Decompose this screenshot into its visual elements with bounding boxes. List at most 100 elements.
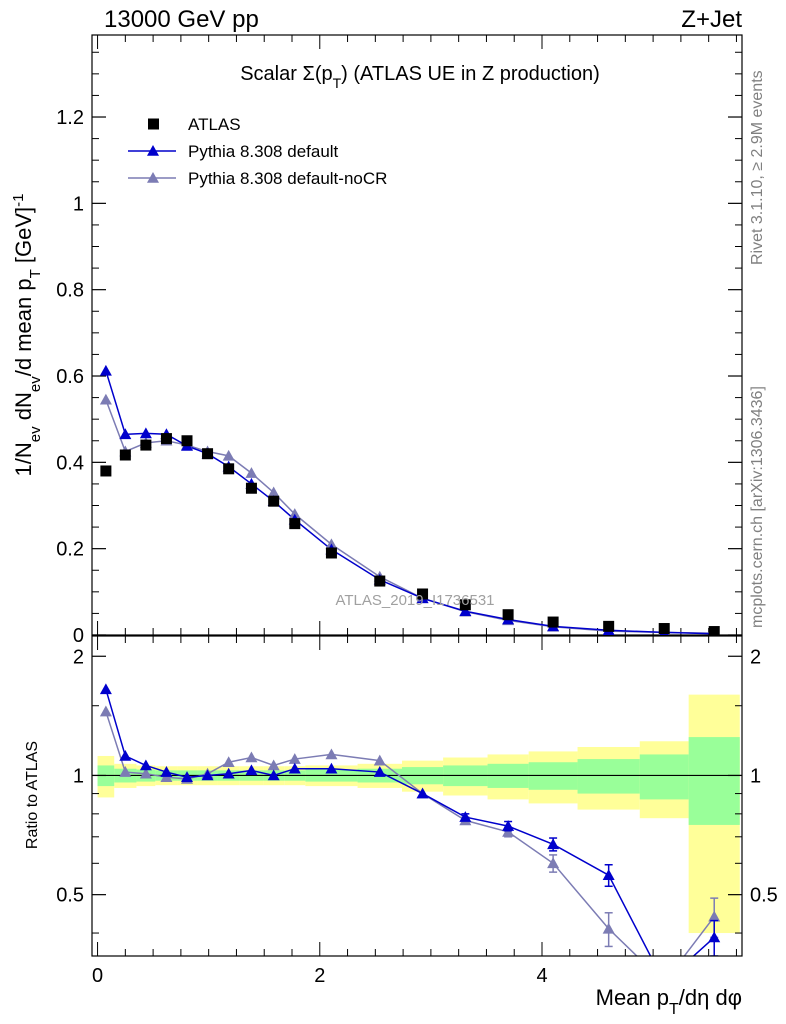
data-point-triangle (99, 364, 112, 376)
ratio-point-triangle (99, 683, 112, 695)
atlas-data-point (160, 433, 172, 445)
ratio-point-triangle (160, 766, 173, 777)
legend-marker-triangle (147, 145, 159, 156)
ratio-point-triangle (602, 922, 615, 934)
y-tick-label: 0 (73, 625, 84, 647)
ratio-point-triangle (708, 931, 721, 943)
atlas-data-point (658, 623, 670, 635)
main-y-axis-title: 1/Nev dNev/d mean pT [GeV]-1 (10, 194, 44, 477)
ratio-series-line (105, 689, 715, 956)
ratio-point-triangle (325, 762, 338, 774)
data-point-triangle (288, 508, 301, 519)
analysis-watermark: ATLAS_2019_I1736531 (335, 592, 494, 609)
header-left-label: 13000 GeV pp (104, 6, 259, 33)
atlas-data-point (245, 482, 257, 494)
ratio-point-triangle (373, 754, 386, 766)
ratio-y-tick-label-left: 2 (73, 646, 84, 668)
atlas-data-point (603, 620, 615, 632)
data-point-triangle (139, 427, 152, 439)
x-axis-title: Mean pT/dη dφ (596, 985, 742, 1018)
atlas-data-point (547, 616, 559, 628)
data-point-triangle (267, 486, 280, 498)
ratio-point-triangle (459, 811, 472, 822)
ratio-point-triangle (222, 756, 235, 768)
main-panel-series (99, 364, 720, 635)
atlas-data-point (502, 609, 514, 621)
ratio-point-triangle (267, 759, 280, 771)
legend-label: ATLAS (188, 115, 241, 134)
atlas-data-point (140, 439, 152, 451)
data-point-triangle (459, 605, 472, 617)
y-tick-label: 0.2 (56, 539, 84, 561)
ratio-point-triangle (119, 766, 132, 777)
y-tick-label: 0.4 (56, 452, 84, 474)
ratio-point-triangle (245, 764, 258, 776)
legend-marker-atlas (148, 118, 159, 130)
ratio-point-triangle (99, 705, 112, 717)
atlas-data-point (417, 588, 429, 600)
legend: ATLAS Pythia 8.308 default Pythia 8.308 de… (128, 115, 387, 188)
y-tick-label: 1 (73, 193, 84, 215)
atlas-data-point (223, 463, 235, 475)
y-tick-label: 0.6 (56, 366, 84, 388)
ratio-point-triangle (602, 869, 615, 880)
stat-uncertainty-band (639, 754, 689, 800)
ratio-point-triangle (708, 910, 721, 922)
y-tick-label: 0.8 (56, 280, 84, 302)
atlas-data-point (100, 465, 112, 477)
mcplots-label: mcplots.cern.ch [arXiv:1306.3436] (749, 386, 766, 628)
atlas-data-point (181, 435, 193, 447)
atlas-data-point (119, 449, 131, 461)
ratio-point-triangle (181, 771, 193, 782)
atlas-data-point (289, 518, 301, 530)
ratio-panel-axes: 0.5 0.5 1 1 2 2 0 2 4 (56, 636, 778, 987)
ratio-point-triangle (416, 787, 429, 799)
rivet-version-label: Rivet 3.1.10, ≥ 2.9M events (749, 70, 766, 265)
data-point-triangle (99, 393, 112, 405)
ratio-point-triangle (288, 753, 301, 764)
main-panel-frame (91, 34, 743, 636)
ratio-y-tick-label-left: 1 (73, 765, 84, 787)
ratio-point-triangle (547, 838, 560, 850)
ratio-point-triangle (373, 766, 386, 777)
ratio-bands (97, 694, 740, 934)
stat-uncertainty-band (577, 759, 640, 794)
ratio-point-triangle (288, 762, 301, 774)
data-point-triangle (119, 428, 132, 440)
atlas-data-point (202, 448, 214, 460)
data-point-triangle (222, 449, 235, 461)
ratio-point-triangle (267, 769, 280, 781)
ratio-y-tick-label-left: 0.5 (56, 885, 84, 907)
ratio-point-triangle (325, 748, 338, 760)
atlas-data-point (374, 575, 386, 587)
x-tick-label: 0 (92, 965, 103, 987)
ratio-point-triangle (119, 749, 132, 761)
ratio-point-triangle (139, 759, 152, 771)
ratio-series (99, 683, 721, 956)
main-panel-axes: 0 0.2 0.4 0.6 0.8 1 1.2 (56, 35, 742, 647)
ratio-point-triangle (245, 751, 258, 763)
ratio-point-triangle (139, 767, 152, 779)
ratio-panel-frame (91, 635, 743, 957)
x-tick-label: 4 (536, 965, 547, 987)
ratio-y-tick-label-right: 2 (750, 646, 761, 668)
data-point-triangle (245, 467, 258, 478)
ratio-y-tick-label-right: 0.5 (750, 885, 778, 907)
atlas-data-point (325, 547, 337, 559)
legend-label: Pythia 8.308 default-noCR (188, 169, 387, 188)
ratio-point-triangle (201, 769, 214, 781)
x-tick-label: 2 (314, 965, 325, 987)
chart-title: Scalar Σ(pT) (ATLAS UE in Z production) (240, 63, 600, 91)
atlas-data-point (708, 626, 720, 635)
ratio-point-triangle (547, 857, 560, 869)
stat-uncertainty-band (688, 737, 740, 825)
ratio-y-tick-label-right: 1 (750, 765, 761, 787)
ratio-point-triangle (222, 767, 235, 779)
header-right-label: Z+Jet (681, 6, 742, 33)
ratio-point-triangle (502, 820, 515, 831)
ratio-y-axis-title: Ratio to ATLAS (24, 741, 41, 849)
atlas-data-point (268, 495, 280, 507)
y-tick-label: 1.2 (56, 107, 84, 129)
atlas-data-point (459, 599, 471, 611)
